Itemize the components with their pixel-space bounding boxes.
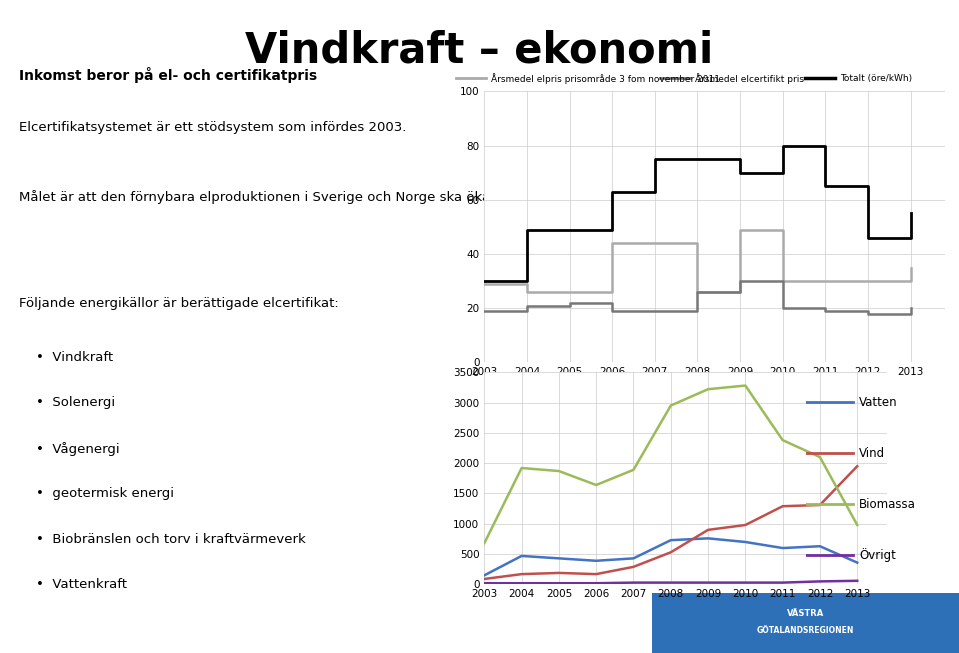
Text: Årsmedel elcertifikt pris: Årsmedel elcertifikt pris [695,73,804,84]
Text: Följande energikällor är berättigade elcertifikat:: Följande energikällor är berättigade elc… [19,297,339,310]
Text: VÄSTRA: VÄSTRA [787,609,824,618]
Text: Vindkraft – ekonomi: Vindkraft – ekonomi [246,29,713,71]
Text: •  Vattenkraft: • Vattenkraft [36,579,127,592]
Text: GÖTALANDSREGIONEN: GÖTALANDSREGIONEN [757,626,854,635]
Text: •  Solenergi: • Solenergi [36,396,115,409]
Text: Totalt (öre/kWh): Totalt (öre/kWh) [840,74,912,83]
Text: Biomassa: Biomassa [859,498,916,511]
Text: Vatten: Vatten [859,396,898,409]
Text: Vind: Vind [859,447,885,460]
Text: Inkomst beror på el- och certifikatpris: Inkomst beror på el- och certifikatpris [19,67,317,83]
Text: Övrigt: Övrigt [859,548,896,562]
Text: •  Biobränslen och torv i kraftvärmeverk: • Biobränslen och torv i kraftvärmeverk [36,533,306,546]
Text: NODEN FÖR NÄRINGSLIVS- OCH AFFÄRSUTVECKLING: NODEN FÖR NÄRINGSLIVS- OCH AFFÄRSUTVECKL… [14,616,364,629]
Text: •  Vågenergi: • Vågenergi [36,442,120,456]
Text: •  Vindkraft: • Vindkraft [36,351,113,364]
Text: •  geotermisk energi: • geotermisk energi [36,487,174,500]
Text: Målet är att den förnybara elproduktionen i Sverige och Norge ska öka med 38,2 T: Målet är att den förnybara elproduktione… [19,190,708,204]
Text: Årsmedel elpris prisområde 3 fom november 2011: Årsmedel elpris prisområde 3 fom novembe… [491,73,719,84]
Bar [652,593,959,653]
Text: Elcertifikatsystemet är ett stödsystem som infördes 2003.: Elcertifikatsystemet är ett stödsystem s… [19,121,407,134]
